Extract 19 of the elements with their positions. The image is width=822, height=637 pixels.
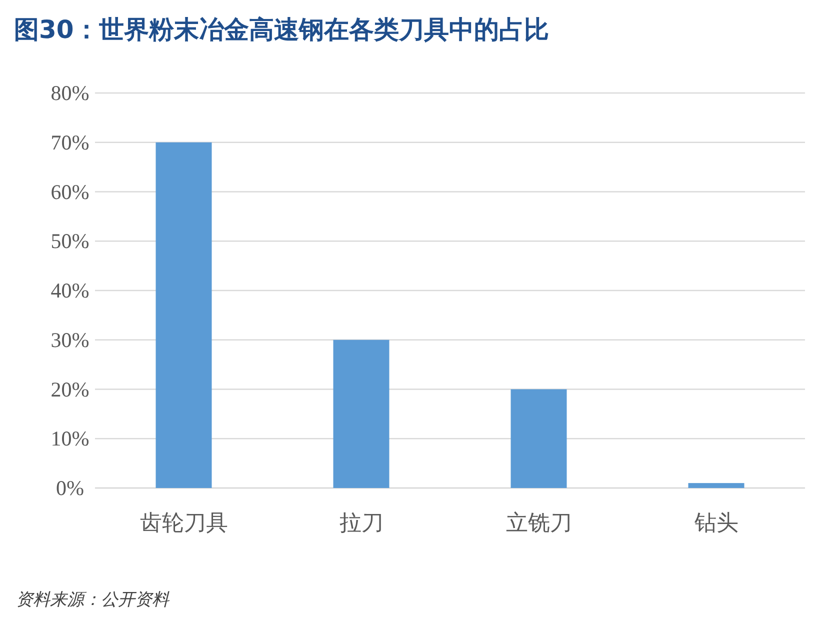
- y-tick-label: 50%: [50, 229, 90, 254]
- y-tick-label: 30%: [50, 328, 90, 352]
- chart-title: 图30：世界粉末冶金高速钢在各类刀具中的占比: [14, 15, 549, 44]
- bar: [510, 389, 567, 488]
- y-tick-label: 70%: [50, 130, 90, 154]
- x-tick-label: 钻头: [693, 511, 738, 536]
- x-tick-label: 拉刀: [339, 511, 384, 536]
- y-tick-label: 60%: [50, 180, 90, 204]
- bar: [333, 340, 390, 488]
- x-tick-label: 齿轮刀具: [140, 511, 228, 536]
- y-tick-label: 40%: [50, 278, 90, 302]
- y-tick-label: 80%: [50, 81, 90, 105]
- x-tick-label: 立铣刀: [506, 511, 572, 536]
- bar: [156, 142, 212, 488]
- y-tick-label: 0%: [56, 476, 84, 500]
- y-tick-label: 10%: [50, 426, 90, 451]
- y-tick-label: 20%: [50, 377, 90, 402]
- bar: [688, 483, 744, 488]
- text: 资料来源：公开资料: [16, 590, 170, 610]
